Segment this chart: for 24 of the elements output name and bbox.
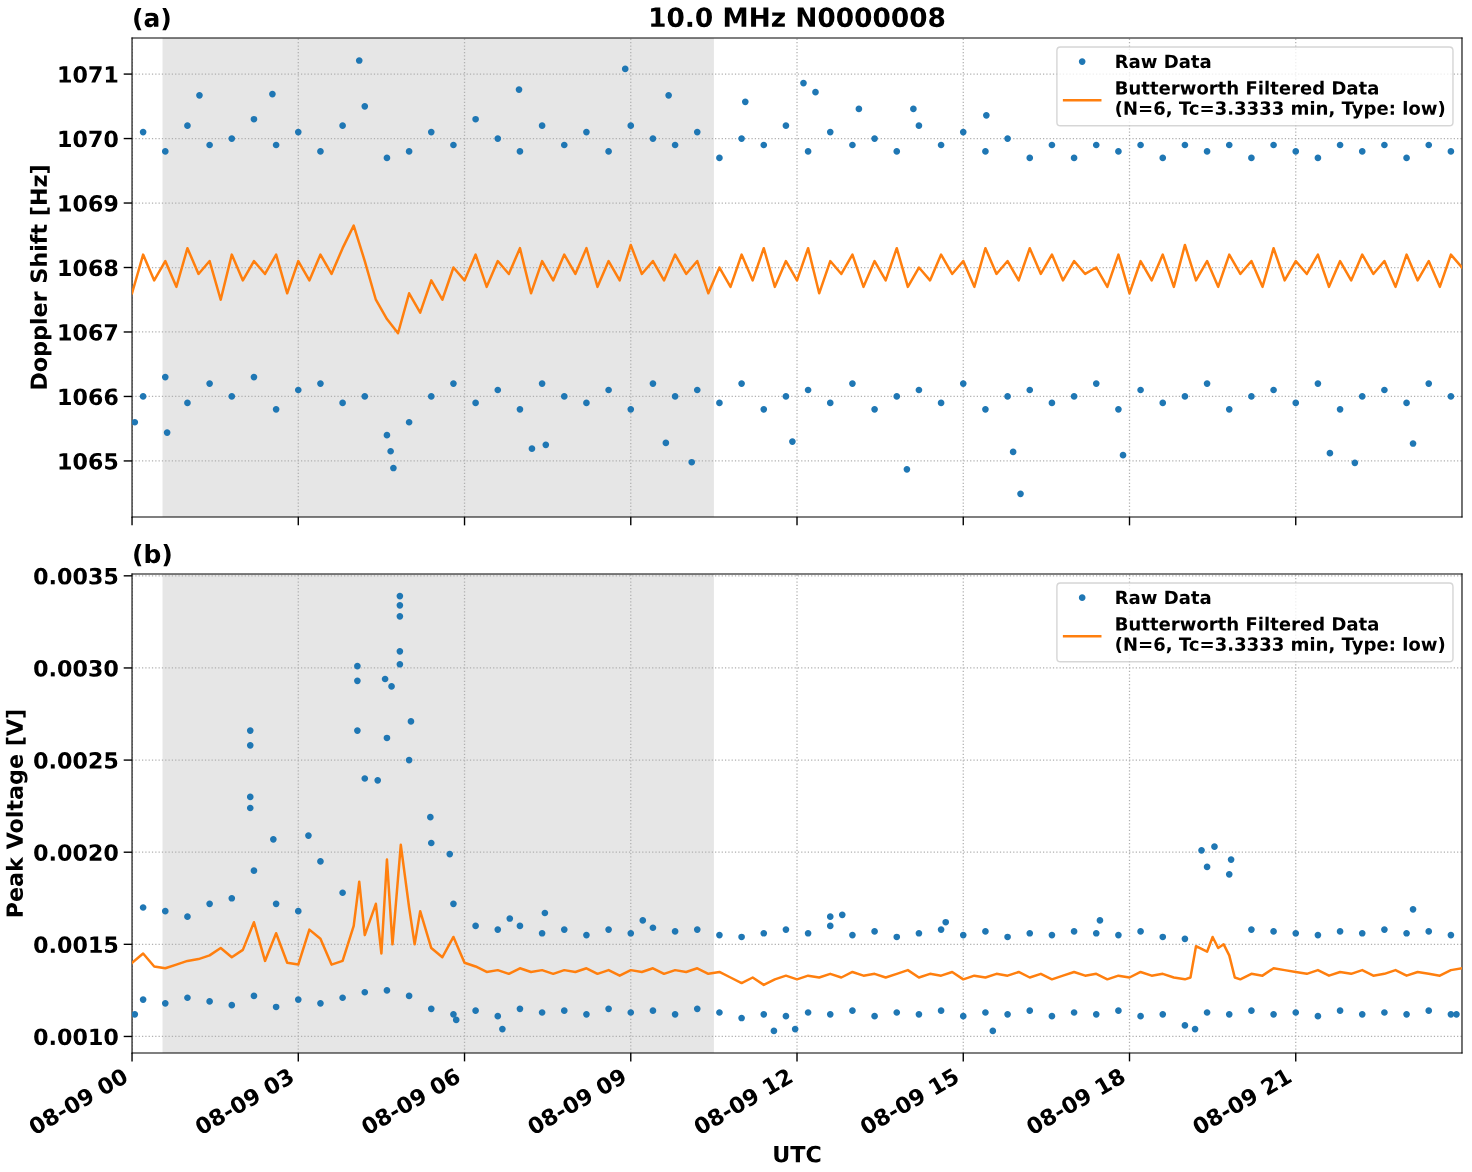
text: (b) xyxy=(134,543,171,567)
y-tick-label: 0.0015 xyxy=(34,936,118,954)
y-tick-label: 1070 xyxy=(59,130,118,148)
y-tick-label: 1065 xyxy=(59,452,118,470)
legend-label: Raw Data xyxy=(1116,54,1211,69)
text: (a) xyxy=(134,7,170,31)
y-tick-label: 1068 xyxy=(59,259,118,277)
y-axis-title: Doppler Shift [Hz] xyxy=(29,166,52,389)
line-series xyxy=(132,224,1462,335)
y-tick-label: 0.0035 xyxy=(34,567,118,585)
y-tick-label: 1069 xyxy=(59,194,118,212)
y-tick-label: 1067 xyxy=(59,323,118,341)
legend-label: Butterworth Filtered Data (N=6, Tc=3.3333 min, Type: low) xyxy=(1116,616,1445,655)
y-tick-label: 0.0030 xyxy=(34,659,118,677)
chart-title: 10.0 MHz N0000008 xyxy=(651,7,945,28)
legend-label: Raw Data xyxy=(1116,590,1211,605)
legend-label: Butterworth Filtered Data (N=6, Tc=3.3333 min, Type: low) xyxy=(1116,80,1445,119)
y-tick-label: 1071 xyxy=(59,66,118,83)
x-axis-title: UTC xyxy=(774,1145,821,1163)
y-tick-label: 1066 xyxy=(59,388,118,406)
y-tick-label: 0.0020 xyxy=(34,844,118,861)
y-tick-label: 0.0025 xyxy=(34,752,118,769)
y-axis-title: Peak Voltage [V] xyxy=(5,710,28,917)
y-tick-label: 0.0010 xyxy=(34,1028,118,1046)
